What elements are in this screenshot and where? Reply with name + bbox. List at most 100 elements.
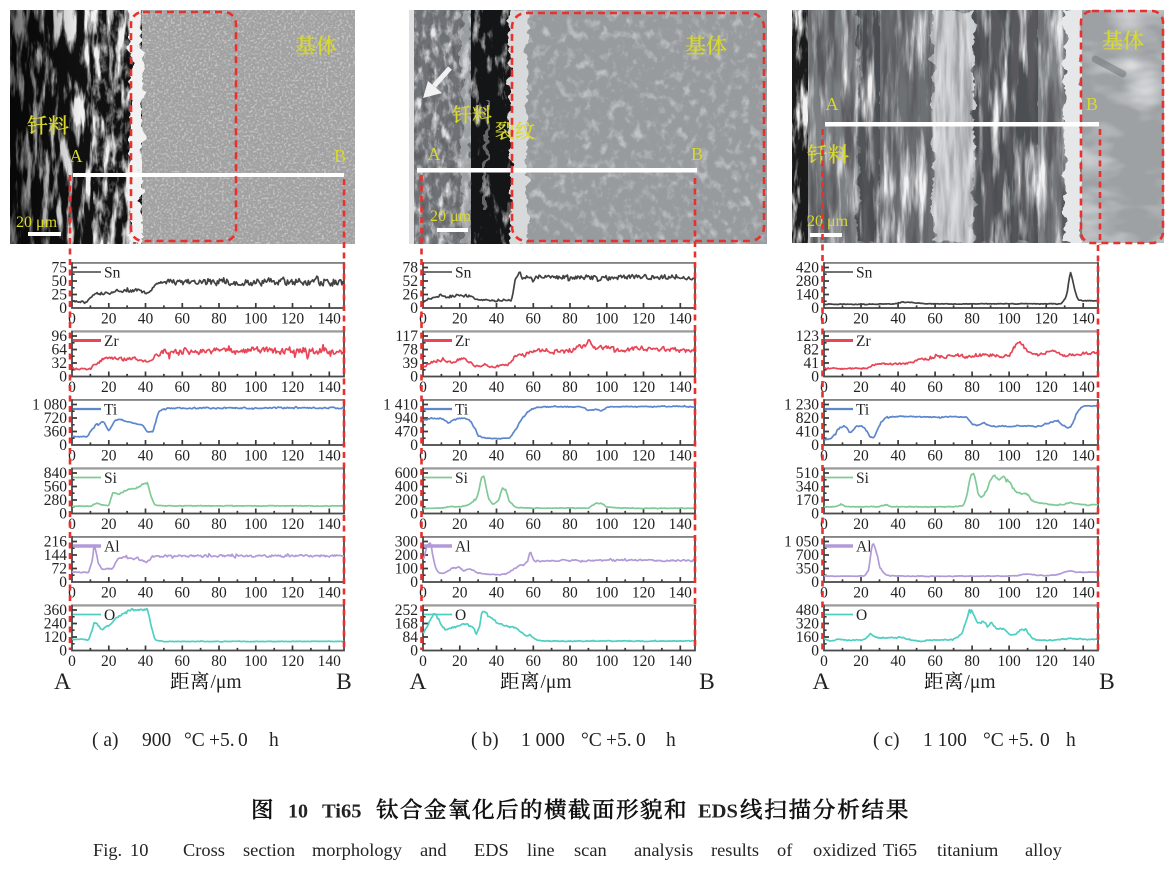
svg-text:20: 20 bbox=[452, 585, 468, 602]
svg-text:100: 100 bbox=[244, 311, 268, 328]
svg-text:( c): ( c) bbox=[873, 730, 900, 751]
svg-text:40: 40 bbox=[138, 448, 154, 465]
svg-text:Fig.: Fig. bbox=[93, 840, 122, 860]
svg-text:100: 100 bbox=[997, 516, 1021, 533]
svg-text:0: 0 bbox=[636, 730, 646, 751]
svg-text:120: 120 bbox=[1035, 379, 1059, 396]
svg-text:600: 600 bbox=[395, 465, 419, 482]
svg-text:line: line bbox=[527, 840, 555, 860]
svg-text:140: 140 bbox=[669, 448, 693, 465]
svg-text:80: 80 bbox=[964, 585, 980, 602]
svg-text:120: 120 bbox=[281, 379, 305, 396]
svg-text:oxidized: oxidized bbox=[813, 840, 876, 860]
svg-text:40: 40 bbox=[489, 311, 505, 328]
svg-text:0: 0 bbox=[59, 300, 67, 317]
svg-text:117: 117 bbox=[395, 328, 418, 345]
svg-text:60: 60 bbox=[526, 585, 542, 602]
svg-text:120: 120 bbox=[281, 585, 305, 602]
svg-text:B: B bbox=[336, 669, 352, 695]
svg-text:40: 40 bbox=[489, 585, 505, 602]
svg-text:0: 0 bbox=[59, 574, 67, 591]
svg-text:Ti65: Ti65 bbox=[883, 840, 917, 860]
svg-text:140: 140 bbox=[318, 448, 342, 465]
svg-text:75: 75 bbox=[52, 260, 68, 277]
svg-text:140: 140 bbox=[1072, 585, 1096, 602]
svg-text:120: 120 bbox=[44, 629, 68, 646]
svg-text:40: 40 bbox=[138, 653, 154, 670]
svg-text:Si: Si bbox=[104, 470, 118, 487]
svg-text:80: 80 bbox=[211, 516, 227, 533]
svg-text:100: 100 bbox=[997, 585, 1021, 602]
svg-text:+5.: +5. bbox=[606, 730, 632, 751]
svg-text:( a): ( a) bbox=[92, 730, 119, 751]
svg-text:80: 80 bbox=[964, 653, 980, 670]
svg-text:60: 60 bbox=[927, 311, 943, 328]
svg-text:100: 100 bbox=[244, 585, 268, 602]
svg-text:140: 140 bbox=[318, 379, 342, 396]
svg-text:123: 123 bbox=[796, 328, 820, 345]
svg-text:40: 40 bbox=[138, 311, 154, 328]
svg-text:82: 82 bbox=[804, 342, 820, 359]
svg-text:20: 20 bbox=[452, 311, 468, 328]
svg-text:0: 0 bbox=[59, 506, 67, 523]
svg-text:80: 80 bbox=[562, 448, 578, 465]
svg-text:96: 96 bbox=[52, 328, 68, 345]
svg-text:/μm: /μm bbox=[211, 672, 242, 693]
svg-text:20 μm: 20 μm bbox=[430, 208, 472, 225]
svg-text:°C: °C bbox=[983, 730, 1004, 751]
svg-text:40: 40 bbox=[489, 448, 505, 465]
svg-text:0: 0 bbox=[59, 369, 67, 386]
svg-text:titanium: titanium bbox=[937, 840, 999, 860]
svg-text:80: 80 bbox=[964, 448, 980, 465]
svg-text:560: 560 bbox=[44, 479, 68, 496]
svg-text:°C: °C bbox=[581, 730, 602, 751]
svg-text:80: 80 bbox=[562, 311, 578, 328]
svg-text:20: 20 bbox=[101, 516, 117, 533]
svg-text:40: 40 bbox=[890, 448, 906, 465]
svg-text:100: 100 bbox=[244, 516, 268, 533]
svg-text:52: 52 bbox=[403, 273, 419, 290]
svg-text:0: 0 bbox=[419, 448, 427, 465]
svg-text:60: 60 bbox=[175, 653, 191, 670]
svg-text:20: 20 bbox=[452, 516, 468, 533]
svg-text:78: 78 bbox=[403, 342, 419, 359]
svg-text:1 000: 1 000 bbox=[521, 730, 565, 751]
svg-text:480: 480 bbox=[796, 602, 820, 619]
svg-text:section: section bbox=[243, 840, 295, 860]
svg-text:20: 20 bbox=[853, 379, 869, 396]
svg-text:340: 340 bbox=[796, 479, 820, 496]
svg-text:80: 80 bbox=[562, 516, 578, 533]
svg-text:Cross: Cross bbox=[183, 840, 225, 860]
svg-text:140: 140 bbox=[1072, 516, 1096, 533]
svg-text:120: 120 bbox=[632, 379, 656, 396]
svg-text:120: 120 bbox=[1035, 311, 1059, 328]
svg-text:Al: Al bbox=[104, 539, 120, 556]
svg-text:72: 72 bbox=[52, 561, 68, 578]
svg-text:0: 0 bbox=[410, 506, 418, 523]
svg-text:140: 140 bbox=[318, 653, 342, 670]
svg-text:0: 0 bbox=[410, 643, 418, 660]
svg-text:84: 84 bbox=[403, 629, 419, 646]
svg-text:120: 120 bbox=[1035, 653, 1059, 670]
svg-text:0: 0 bbox=[410, 574, 418, 591]
svg-text:100: 100 bbox=[595, 516, 619, 533]
svg-text:Ti65: Ti65 bbox=[322, 801, 362, 823]
svg-text:420: 420 bbox=[796, 260, 820, 277]
svg-text:64: 64 bbox=[52, 342, 68, 359]
svg-text:20: 20 bbox=[853, 585, 869, 602]
svg-text:0: 0 bbox=[811, 300, 819, 317]
svg-text:100: 100 bbox=[595, 585, 619, 602]
svg-text:0: 0 bbox=[820, 585, 828, 602]
svg-text:100: 100 bbox=[595, 379, 619, 396]
svg-text:60: 60 bbox=[175, 311, 191, 328]
svg-text:0: 0 bbox=[59, 643, 67, 660]
svg-text:40: 40 bbox=[489, 653, 505, 670]
svg-text:h: h bbox=[269, 730, 279, 751]
svg-text:60: 60 bbox=[526, 653, 542, 670]
svg-text:0: 0 bbox=[811, 574, 819, 591]
svg-text:510: 510 bbox=[796, 465, 820, 482]
svg-text:A: A bbox=[826, 94, 839, 114]
svg-text:40: 40 bbox=[890, 653, 906, 670]
svg-text:Ti: Ti bbox=[104, 402, 118, 419]
svg-text:scan: scan bbox=[574, 840, 607, 860]
